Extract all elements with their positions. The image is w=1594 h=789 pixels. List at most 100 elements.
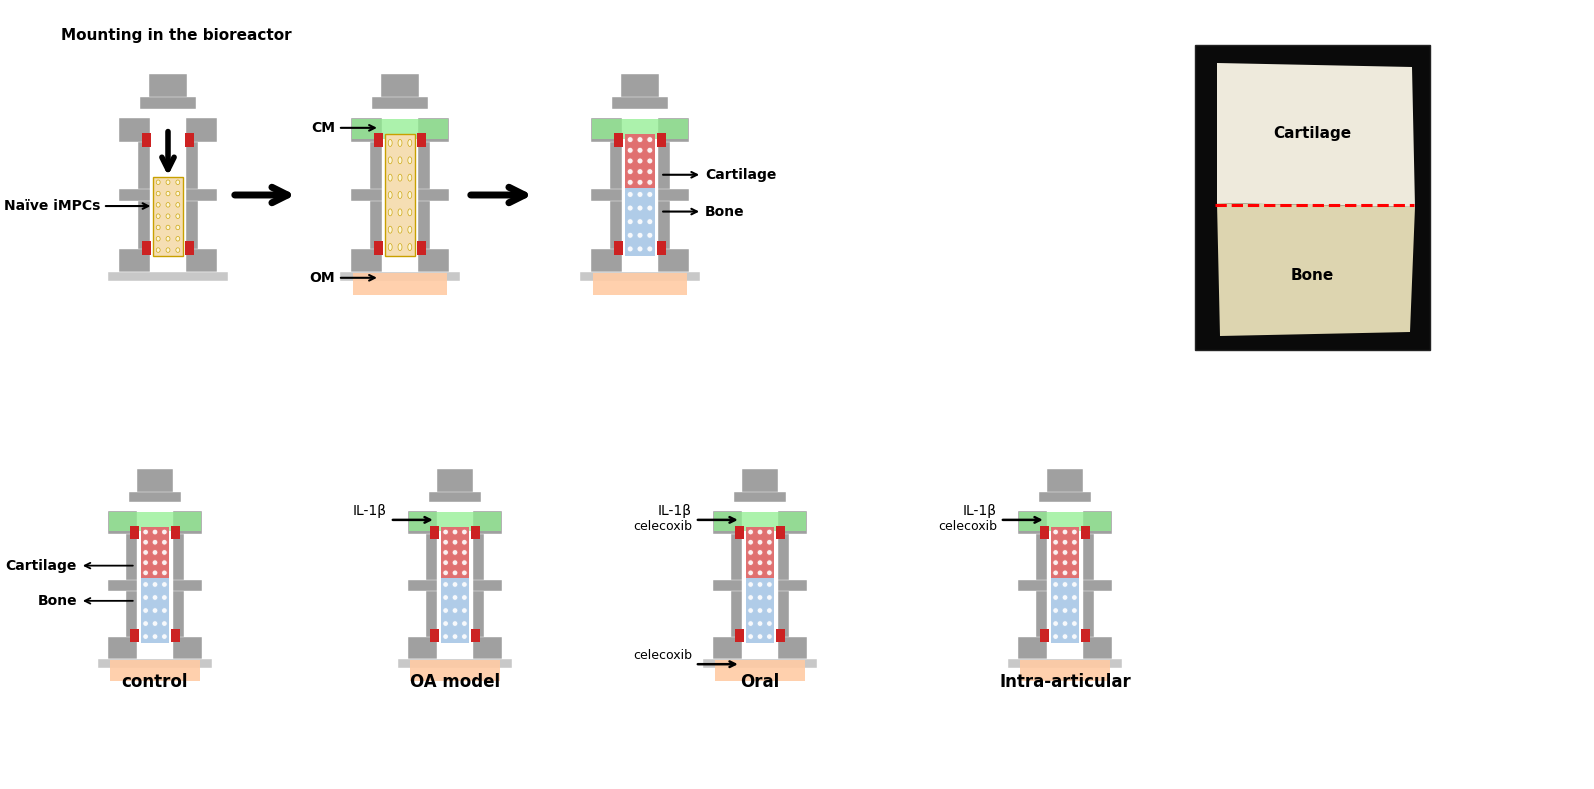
Circle shape: [461, 634, 467, 640]
Bar: [418, 133, 426, 148]
Bar: [354, 273, 446, 295]
Circle shape: [757, 581, 764, 587]
Bar: [442, 578, 469, 643]
Bar: [593, 118, 687, 139]
Circle shape: [638, 219, 642, 225]
Bar: [140, 98, 196, 109]
Ellipse shape: [408, 209, 411, 216]
Bar: [609, 129, 622, 261]
Bar: [1041, 629, 1049, 642]
Circle shape: [1062, 608, 1068, 614]
Circle shape: [1062, 529, 1068, 535]
Bar: [614, 241, 623, 255]
Bar: [418, 189, 450, 201]
Circle shape: [748, 634, 754, 640]
Bar: [733, 492, 786, 503]
Bar: [591, 118, 622, 142]
Circle shape: [1052, 595, 1058, 600]
Circle shape: [757, 559, 764, 566]
Bar: [778, 580, 807, 591]
Bar: [185, 241, 194, 255]
Circle shape: [626, 148, 633, 153]
Circle shape: [1071, 529, 1078, 535]
Bar: [714, 511, 743, 534]
Circle shape: [748, 621, 754, 626]
Bar: [778, 511, 807, 534]
Circle shape: [767, 634, 773, 640]
Bar: [591, 249, 622, 272]
Bar: [140, 578, 169, 643]
Bar: [340, 272, 459, 282]
Circle shape: [143, 570, 148, 576]
Circle shape: [453, 529, 457, 535]
Bar: [1039, 492, 1092, 503]
Ellipse shape: [389, 174, 392, 181]
Ellipse shape: [389, 244, 392, 251]
Bar: [620, 73, 660, 109]
Circle shape: [626, 192, 633, 197]
Circle shape: [647, 205, 654, 211]
Text: control: control: [121, 673, 188, 691]
Ellipse shape: [398, 226, 402, 234]
Circle shape: [161, 549, 167, 555]
Ellipse shape: [166, 191, 171, 196]
Bar: [1019, 580, 1047, 591]
Bar: [137, 129, 150, 261]
Circle shape: [767, 529, 773, 535]
Bar: [622, 129, 658, 261]
Bar: [1019, 512, 1111, 532]
Ellipse shape: [166, 180, 171, 185]
Circle shape: [1052, 621, 1058, 626]
Circle shape: [626, 205, 633, 211]
Bar: [137, 522, 172, 649]
Circle shape: [453, 634, 457, 640]
Circle shape: [767, 559, 773, 566]
Circle shape: [143, 581, 148, 587]
Ellipse shape: [398, 174, 402, 181]
Bar: [386, 134, 414, 256]
Bar: [741, 469, 778, 503]
Circle shape: [443, 581, 448, 587]
Circle shape: [767, 581, 773, 587]
Bar: [1019, 511, 1047, 534]
Bar: [746, 527, 775, 578]
Text: Bone: Bone: [1291, 267, 1334, 282]
Circle shape: [161, 559, 167, 566]
Circle shape: [143, 621, 148, 626]
Bar: [126, 522, 137, 649]
Circle shape: [1071, 549, 1078, 555]
Ellipse shape: [175, 225, 180, 230]
Circle shape: [757, 540, 764, 545]
Circle shape: [1062, 559, 1068, 566]
Bar: [97, 659, 212, 667]
Circle shape: [626, 158, 633, 164]
Ellipse shape: [156, 225, 159, 230]
Text: IL-1β: IL-1β: [963, 504, 996, 518]
Circle shape: [647, 246, 654, 252]
Bar: [148, 73, 188, 109]
Circle shape: [757, 570, 764, 576]
Ellipse shape: [175, 248, 180, 252]
Bar: [1082, 580, 1111, 591]
Bar: [140, 527, 169, 578]
Bar: [171, 629, 180, 642]
Circle shape: [748, 595, 754, 600]
Bar: [137, 469, 174, 503]
Circle shape: [748, 540, 754, 545]
Circle shape: [443, 570, 448, 576]
Bar: [418, 118, 450, 142]
Ellipse shape: [408, 226, 411, 234]
Circle shape: [151, 529, 158, 535]
Ellipse shape: [175, 180, 180, 185]
Bar: [658, 118, 689, 142]
Bar: [776, 629, 784, 642]
Circle shape: [461, 570, 467, 576]
Text: CM: CM: [311, 121, 335, 135]
Circle shape: [161, 621, 167, 626]
Bar: [153, 177, 183, 256]
Ellipse shape: [398, 209, 402, 216]
Circle shape: [143, 549, 148, 555]
Ellipse shape: [408, 157, 411, 164]
Bar: [1019, 637, 1047, 659]
Text: celecoxib: celecoxib: [633, 521, 692, 533]
